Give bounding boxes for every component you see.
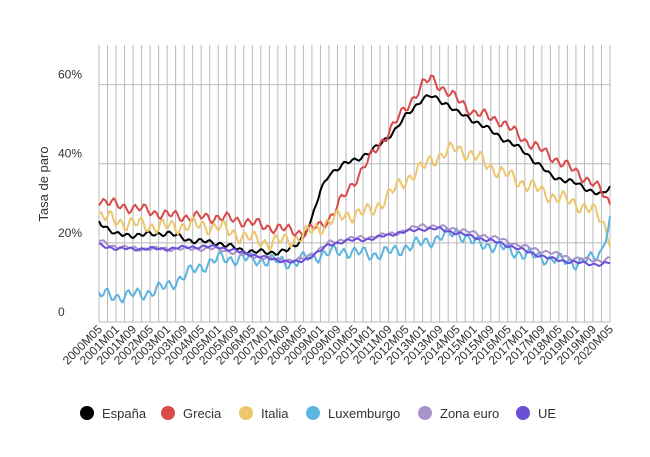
y-axis-title: Tasa de paro (36, 146, 51, 221)
grid-lines (98, 45, 611, 323)
y-tick-label: 20% (58, 226, 82, 240)
legend-marker (239, 406, 253, 420)
y-axis-ticks: 0 20% 40% 60% (58, 68, 82, 319)
series-line-5 (98, 226, 611, 267)
series-lines (98, 74, 611, 304)
series-line-3 (98, 215, 611, 304)
legend-marker (516, 406, 530, 420)
legend-marker (418, 406, 432, 420)
legend: España Grecia Italia Luxemburgo Zona euro UE (80, 406, 556, 421)
y-tick-label: 0 (58, 305, 65, 319)
y-tick-label: 60% (58, 68, 82, 82)
legend-label: España (102, 406, 147, 421)
legend-label: UE (538, 406, 556, 421)
legend-label: Luxemburgo (328, 406, 400, 421)
series-line-1 (98, 74, 611, 239)
legend-label: Zona euro (440, 406, 499, 421)
legend-label: Italia (261, 406, 289, 421)
legend-label: Grecia (183, 406, 222, 421)
series-line-2 (98, 141, 611, 252)
legend-marker (161, 406, 175, 420)
legend-marker (306, 406, 320, 420)
legend-marker (80, 406, 94, 420)
x-axis-ticks: 2000M052001M012001M092002M052003M012003M… (60, 322, 617, 368)
series-line-0 (98, 94, 611, 256)
y-tick-label: 40% (58, 147, 82, 161)
